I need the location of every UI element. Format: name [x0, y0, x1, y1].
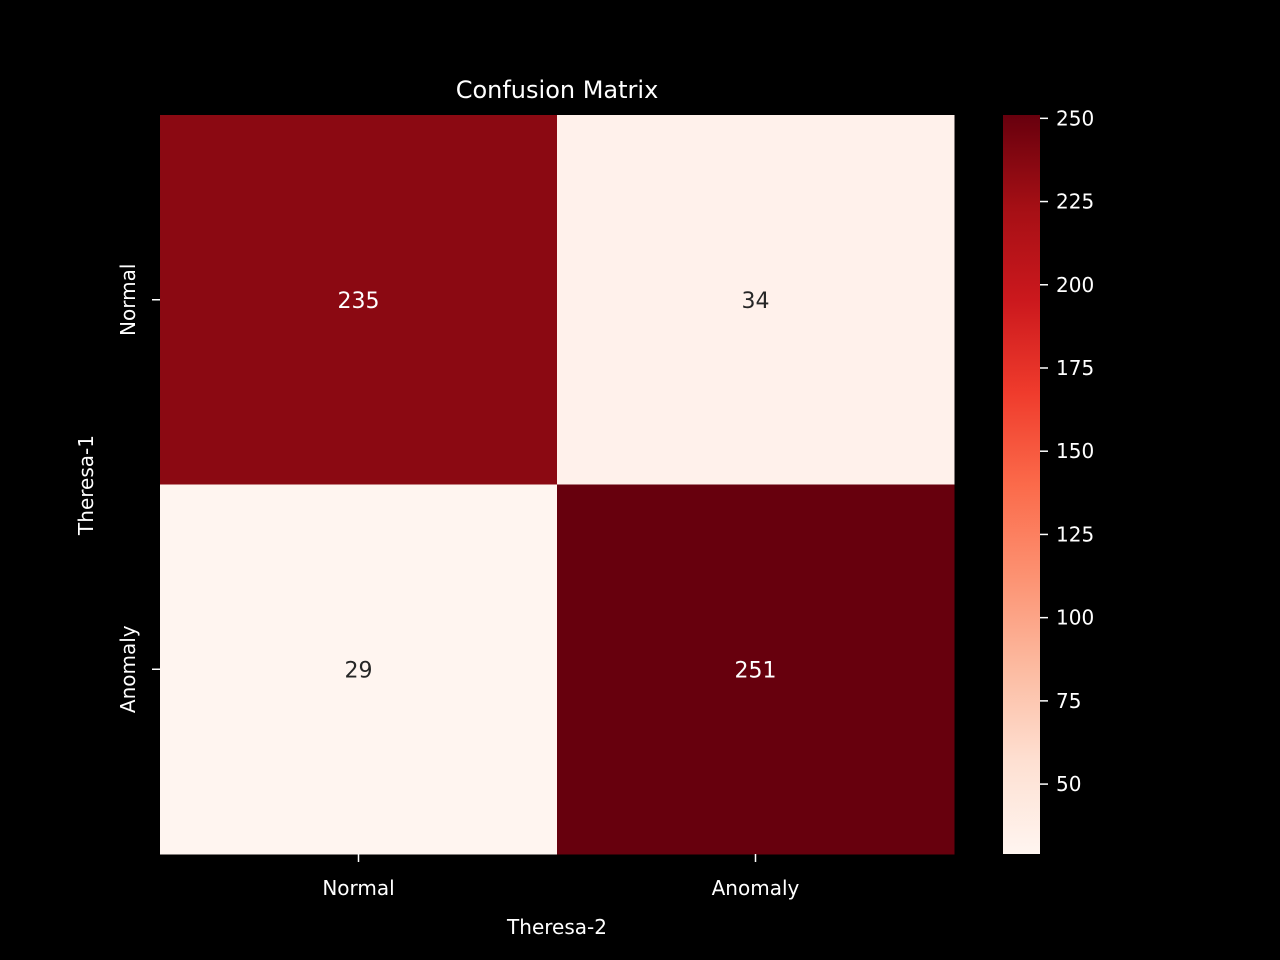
- y-tick-label: Anomaly: [116, 625, 140, 713]
- y-axis-label: Theresa-1: [74, 435, 98, 536]
- colorbar-ticks: 50 75 100 125 150 175 200 225 250: [1040, 106, 1094, 796]
- colorbar-tick-label: 175: [1056, 356, 1094, 380]
- x-tick-label: Anomaly: [712, 876, 800, 900]
- colorbar-tick-label: 100: [1056, 606, 1094, 630]
- colorbar-tick-label: 150: [1056, 439, 1094, 463]
- colorbar-tick-label: 125: [1056, 522, 1094, 546]
- chart-title: Confusion Matrix: [456, 76, 659, 104]
- colorbar-tick-label: 75: [1056, 689, 1081, 713]
- colorbar-tick-label: 50: [1056, 772, 1081, 796]
- heatmap-cell: [160, 115, 558, 485]
- heatmap-cell: [160, 484, 558, 855]
- cell-value-label: 251: [735, 658, 777, 683]
- colorbar-tick-label: 225: [1056, 190, 1094, 214]
- heatmap-annotations: 235 34 29 251: [338, 289, 777, 684]
- x-axis-label: Theresa-2: [506, 915, 607, 939]
- colorbar: [1003, 115, 1040, 854]
- heatmap-cell: [557, 115, 955, 485]
- cell-value-label: 29: [345, 658, 373, 683]
- heatmap-cells: [160, 115, 955, 855]
- x-axis-ticks: Normal Anomaly: [322, 854, 800, 900]
- colorbar-tick-label: 250: [1056, 106, 1094, 130]
- heatmap-cell: [557, 484, 955, 855]
- cell-value-label: 34: [742, 289, 770, 314]
- colorbar-tick-label: 200: [1056, 273, 1094, 297]
- y-tick-label: Normal: [116, 264, 140, 336]
- y-axis-ticks: Normal Anomaly: [116, 264, 160, 713]
- x-tick-label: Normal: [322, 876, 394, 900]
- cell-value-label: 235: [338, 289, 380, 314]
